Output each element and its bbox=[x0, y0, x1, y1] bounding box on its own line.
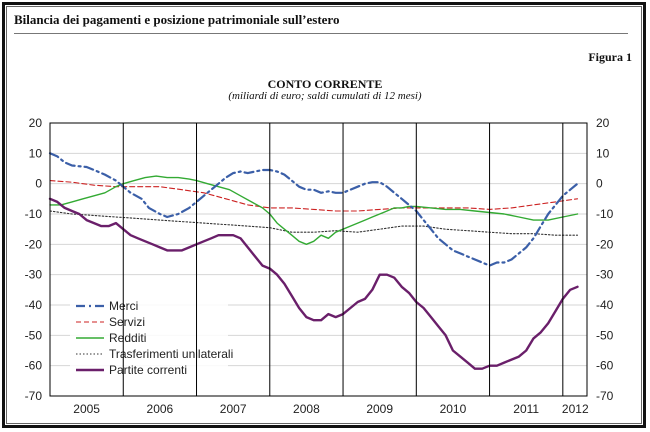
y-tick-label-left: 0 bbox=[35, 177, 42, 191]
x-tick-label: 2011 bbox=[513, 402, 539, 416]
x-tick-label: 2009 bbox=[366, 402, 393, 416]
y-tick-label-right: -70 bbox=[596, 389, 614, 403]
figure-frame bbox=[2, 2, 646, 428]
x-tick-label: 2008 bbox=[293, 402, 320, 416]
y-tick-label-right: -40 bbox=[596, 298, 614, 312]
y-tick-label-right: -10 bbox=[596, 207, 614, 221]
x-tick-label: 2006 bbox=[147, 402, 174, 416]
legend-label: Partite correnti bbox=[109, 363, 187, 377]
x-tick-label: 2007 bbox=[220, 402, 247, 416]
y-tick-label-left: -30 bbox=[25, 268, 43, 282]
y-tick-label-left: -70 bbox=[25, 389, 43, 403]
x-tick-labels: 2005 2006 2007 2008 2009 2010 2011 2012 bbox=[73, 402, 589, 416]
header-rule bbox=[14, 33, 628, 34]
y-tick-label-right: 0 bbox=[596, 177, 603, 191]
y-tick-label-left: -60 bbox=[25, 359, 43, 373]
legend-label: Trasferimenti unilaterali bbox=[109, 347, 233, 361]
y-tick-label-left: -20 bbox=[25, 237, 43, 251]
y-tick-label-left: -10 bbox=[25, 207, 43, 221]
y-tick-label-left: 20 bbox=[29, 116, 43, 130]
figure-inner-frame bbox=[6, 6, 642, 424]
y-tick-label-left: 10 bbox=[29, 146, 43, 160]
y-tick-label-right: -60 bbox=[596, 359, 614, 373]
y-tick-label-right: -30 bbox=[596, 268, 614, 282]
series-line-redditi bbox=[49, 175, 579, 245]
plot-border bbox=[49, 122, 588, 397]
chart-subtitle: (miliardi di euro; saldi cumulati di 12 … bbox=[228, 90, 422, 102]
y-tick-label-right: -50 bbox=[596, 328, 614, 342]
x-tick-label: 2005 bbox=[73, 402, 100, 416]
series-line-merci bbox=[48, 152, 579, 267]
plot-frame bbox=[49, 122, 588, 397]
y-tick-labels-left: 20 10 0 -10 -20 -30 -40 -50 -60 -70 bbox=[25, 116, 43, 403]
legend: MerciServiziRedditiTrasferimenti unilate… bbox=[70, 296, 233, 378]
x-tick-label: 2012 bbox=[562, 402, 589, 416]
y-tick-label-left: -50 bbox=[25, 328, 43, 342]
y-tick-label-right: 20 bbox=[596, 116, 610, 130]
figure-label: Figura 1 bbox=[588, 50, 632, 64]
y-tick-labels-right: 20 10 0 -10 -20 -30 -40 -50 -60 -70 bbox=[596, 116, 614, 403]
legend-background bbox=[70, 296, 228, 378]
x-tick-label: 2010 bbox=[440, 402, 467, 416]
y-tick-label-right: -20 bbox=[596, 237, 614, 251]
series-line-trasferimenti-unilaterali bbox=[49, 210, 579, 236]
chart-title: CONTO CORRENTE bbox=[267, 77, 383, 91]
y-tick-label-left: -40 bbox=[25, 298, 43, 312]
section-title: Bilancia dei pagamenti e posizione patri… bbox=[14, 12, 340, 27]
series-line-servizi bbox=[49, 180, 579, 212]
legend-label: Servizi bbox=[109, 315, 145, 329]
legend-label: Redditi bbox=[109, 331, 146, 345]
y-tick-label-right: 10 bbox=[596, 146, 610, 160]
